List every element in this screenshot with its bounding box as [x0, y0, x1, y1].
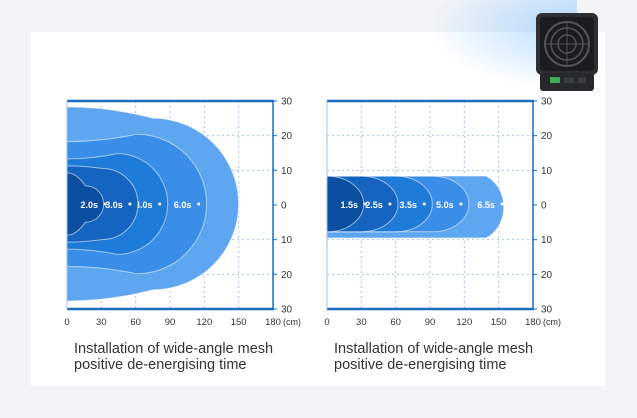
- x-tick-label: 60: [130, 317, 141, 328]
- zone-label: 6.5s: [477, 200, 495, 210]
- x-unit-label: (cm): [283, 317, 301, 327]
- y-tick-label: 10: [281, 235, 293, 246]
- zone-label: 4.0s: [135, 200, 153, 210]
- y-tick-label: 0: [281, 201, 287, 212]
- caption-left-line1: Installation of wide-angle mesh: [74, 341, 274, 357]
- y-tick-label: 20: [541, 131, 553, 142]
- x-tick-label: 180: [525, 317, 541, 328]
- x-tick-label: 30: [96, 317, 107, 328]
- zone-label: 5.0s: [436, 200, 454, 210]
- y-tick-label: 30: [281, 97, 293, 108]
- y-tick-label: 10: [541, 166, 553, 177]
- x-tick-label: 0: [64, 317, 69, 328]
- y-tick-label: 30: [541, 97, 553, 108]
- x-tick-label: 90: [165, 317, 176, 328]
- zone-label: 2.5s: [365, 200, 383, 210]
- y-tick-label: 0: [541, 201, 547, 212]
- x-unit-label: (cm): [543, 317, 561, 327]
- zone-marker-dot: [128, 202, 132, 206]
- zone-marker-dot: [459, 202, 463, 206]
- zone-2.0s: [66, 172, 104, 236]
- y-tick-label: 30: [541, 305, 553, 316]
- y-tick-label: 30: [281, 305, 293, 316]
- zone-marker-dot: [388, 202, 392, 206]
- x-tick-label: 150: [231, 317, 247, 328]
- y-tick-label: 20: [281, 270, 293, 281]
- zone-marker-dot: [103, 202, 107, 206]
- zone-marker-dot: [422, 202, 426, 206]
- y-tick-label: 10: [541, 235, 553, 246]
- y-tick-label: 20: [541, 270, 553, 281]
- caption-left-line2: positive de-energising time: [74, 357, 247, 373]
- zone-label: 3.0s: [105, 200, 123, 210]
- zone-label: 3.5s: [400, 200, 418, 210]
- caption-right-line1: Installation of wide-angle mesh: [334, 341, 534, 357]
- y-tick-label: 20: [281, 131, 293, 142]
- zone-marker-dot: [500, 202, 504, 206]
- zone-label: 2.0s: [81, 200, 99, 210]
- zone-1.5s: [326, 175, 364, 233]
- x-tick-label: 60: [390, 317, 401, 328]
- caption-left: Installation of wide-angle mesh positive…: [74, 341, 273, 373]
- x-tick-label: 90: [425, 317, 436, 328]
- zone-marker-dot: [158, 202, 162, 206]
- x-tick-label: 120: [196, 317, 212, 328]
- zone-label: 1.5s: [341, 200, 359, 210]
- y-tick-label: 10: [281, 166, 293, 177]
- x-tick-label: 0: [324, 317, 329, 328]
- zone-label: 6.0s: [174, 200, 192, 210]
- zone-marker-dot: [197, 202, 201, 206]
- x-tick-label: 180: [265, 317, 281, 328]
- ionizer-fan-device-icon: [536, 13, 598, 91]
- x-tick-label: 120: [456, 317, 472, 328]
- zone-marker-dot: [363, 202, 367, 206]
- caption-right-line2: positive de-energising time: [334, 357, 507, 373]
- caption-right: Installation of wide-angle mesh positive…: [334, 341, 533, 373]
- x-tick-label: 30: [356, 317, 367, 328]
- x-tick-label: 150: [491, 317, 507, 328]
